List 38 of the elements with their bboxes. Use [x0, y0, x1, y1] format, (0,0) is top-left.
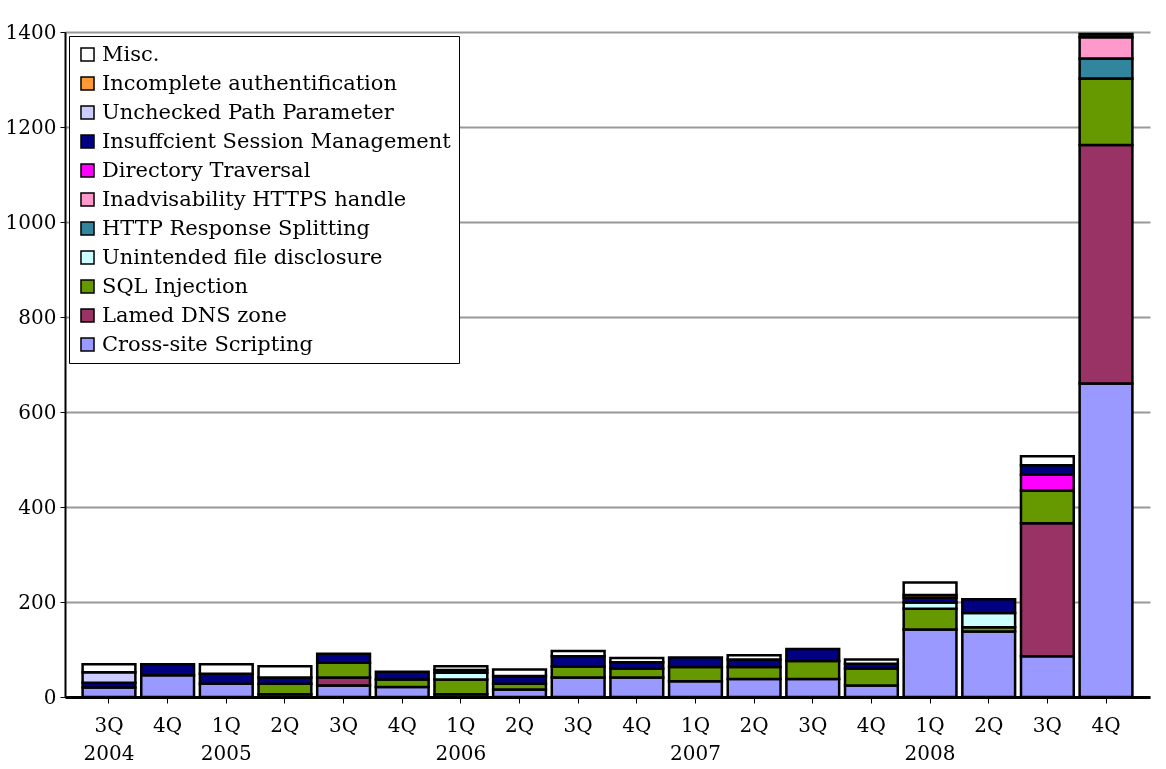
legend-label: Lamed DNS zone	[102, 302, 287, 327]
y-tick-label: 200	[18, 589, 57, 614]
legend-label: Misc.	[102, 41, 160, 66]
x-tick-label: 4Q	[622, 712, 652, 737]
x-tick-label: 3Q 2004	[83, 712, 135, 765]
x-tick-label: 3Q	[798, 712, 828, 737]
bar	[433, 664, 489, 672]
legend-label: Unintended file disclosure	[102, 244, 383, 269]
x-tick-label: 4Q	[1091, 712, 1121, 737]
x-tick-label: 2Q	[270, 712, 300, 737]
y-tick-label: 0	[43, 684, 57, 709]
y-tick-label: 800	[18, 304, 57, 329]
legend-label: SQL Injection	[102, 273, 249, 298]
x-tick-label: 4Q	[856, 712, 886, 737]
legend-label: Insuffcient Session Management	[102, 128, 452, 153]
y-tick-label: 1200	[5, 114, 57, 139]
y-tick-label: 1000	[5, 209, 57, 234]
x-tick-label: 2Q	[504, 712, 535, 737]
x-tick-label: 1Q 2006	[435, 712, 487, 765]
x-tick-label: 3Q	[1032, 712, 1062, 737]
x-tick-label: 2Q	[739, 712, 769, 737]
legend-label: Cross-site Scripting	[102, 331, 313, 356]
x-tick-label: 2Q	[974, 712, 1004, 737]
legend-label: HTTP Response Splitting	[102, 215, 370, 240]
y-tick-label: 400	[18, 494, 57, 519]
legend-label: Inadvisability HTTPS handle	[102, 186, 407, 211]
x-tick-label: 1Q 2008	[904, 712, 956, 765]
legend-label: Unchecked Path Parameter	[102, 99, 395, 124]
x-tick-label: 4Q	[387, 712, 417, 737]
y-tick-label: 1400	[5, 19, 57, 44]
x-tick-label: 3Q	[329, 712, 359, 737]
legend-label: Incomplete authentification	[102, 70, 397, 95]
x-tick-label: 4Q	[153, 712, 183, 737]
x-tick-label: 1Q 2007	[670, 712, 721, 765]
x-tick-label: 1Q 2005	[200, 712, 252, 765]
x-tick-label: 3Q	[563, 712, 593, 737]
legend-label: Directory Traversal	[102, 157, 311, 182]
y-tick-label: 600	[18, 399, 57, 424]
